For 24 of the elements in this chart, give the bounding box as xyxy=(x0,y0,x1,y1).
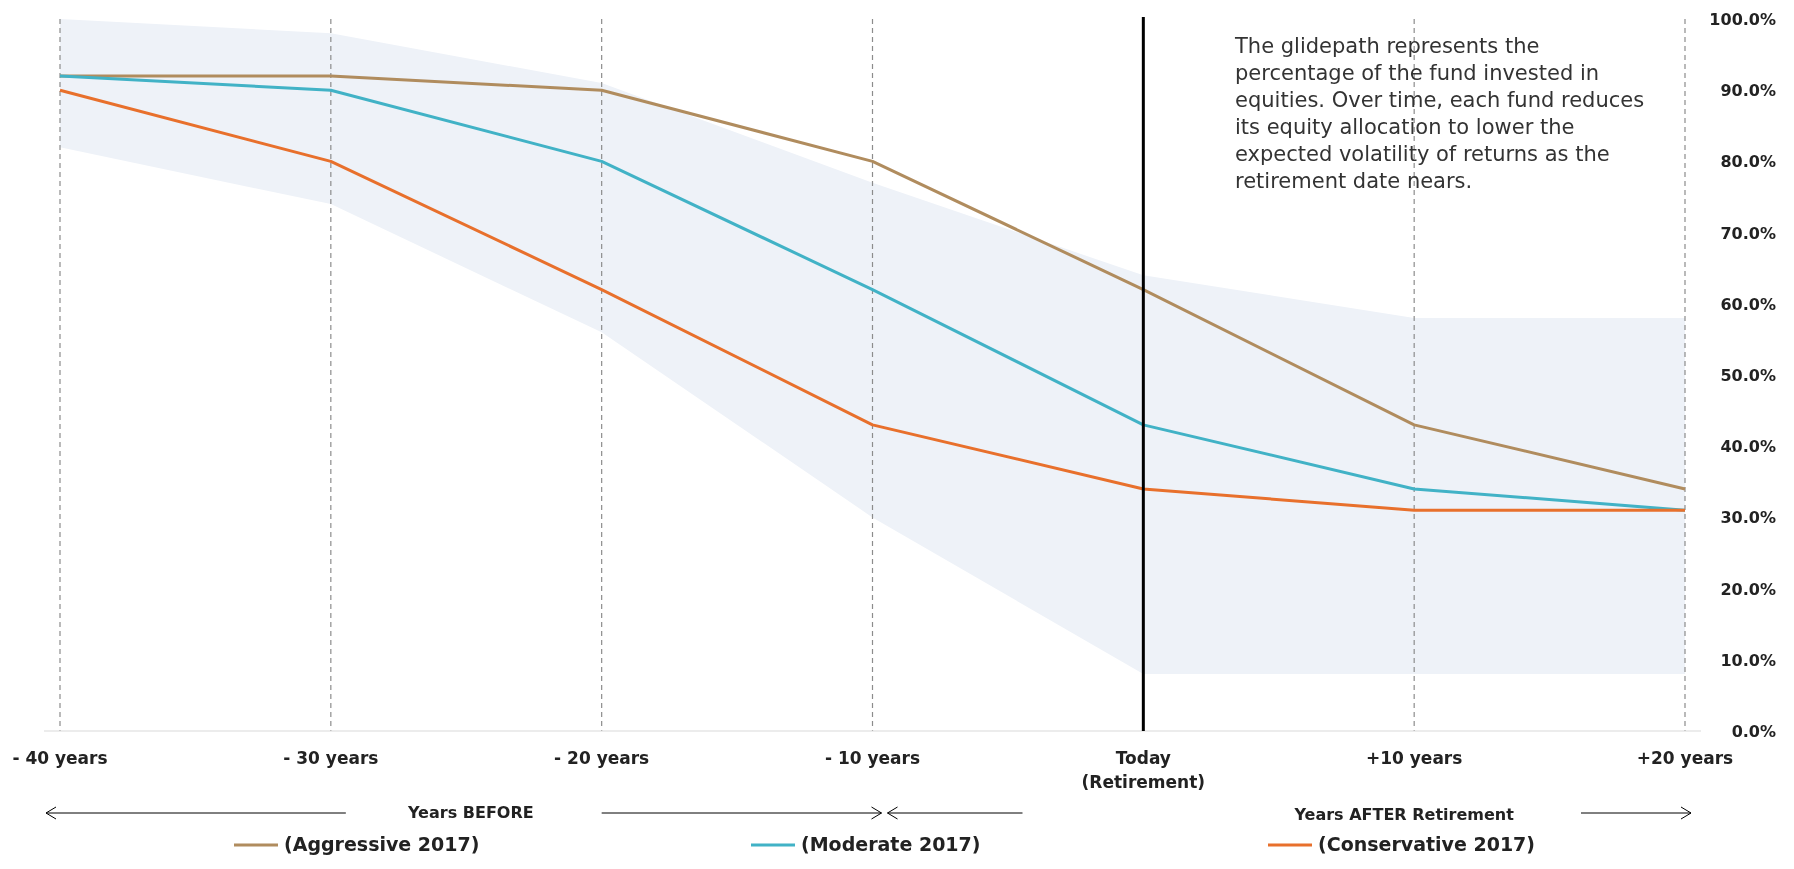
annotation: The glidepath represents the percentage of the fund invested in equities. Over time, each fund reduces its equity allocation to lower the expected volatility of returns as the retirement date nears. xyxy=(1234,34,1645,193)
y-tick-label: 30.0% xyxy=(1720,508,1776,528)
legend-label: (Aggressive 2017) xyxy=(284,833,480,855)
y-tick-label: 80.0% xyxy=(1720,152,1776,172)
x-tick-label: Today (Retirement) xyxy=(1081,748,1206,792)
x-tick-label: - 10 years xyxy=(824,748,921,768)
x-tick-label: - 20 years xyxy=(554,748,650,768)
y-tick-label: 50.0% xyxy=(1720,366,1776,385)
legend-label: (Moderate 2017) xyxy=(801,833,981,855)
x-tick-label: - 40 years xyxy=(12,748,108,768)
y-tick-label: 90.0% xyxy=(1720,81,1776,101)
y-tick-label: 40.0% xyxy=(1720,437,1776,457)
text: Years AFTER Retirement xyxy=(1293,805,1515,824)
x-tick-label: +10 years xyxy=(1365,748,1463,768)
x-tick-label: - 30 years xyxy=(283,748,379,768)
x-tick-label: +20 years xyxy=(1636,748,1734,768)
y-tick-label: 0.0% xyxy=(1731,722,1776,741)
y-tick-label: 70.0% xyxy=(1720,223,1776,243)
text: Years BEFORE xyxy=(407,803,534,822)
y-tick-label: 20.0% xyxy=(1720,579,1776,599)
y-tick-label: 60.0% xyxy=(1720,294,1776,314)
legend-label: (Conservative 2017) xyxy=(1318,833,1536,855)
y-tick-label: 100.0% xyxy=(1709,10,1776,29)
y-tick-label: 10.0% xyxy=(1720,650,1776,670)
